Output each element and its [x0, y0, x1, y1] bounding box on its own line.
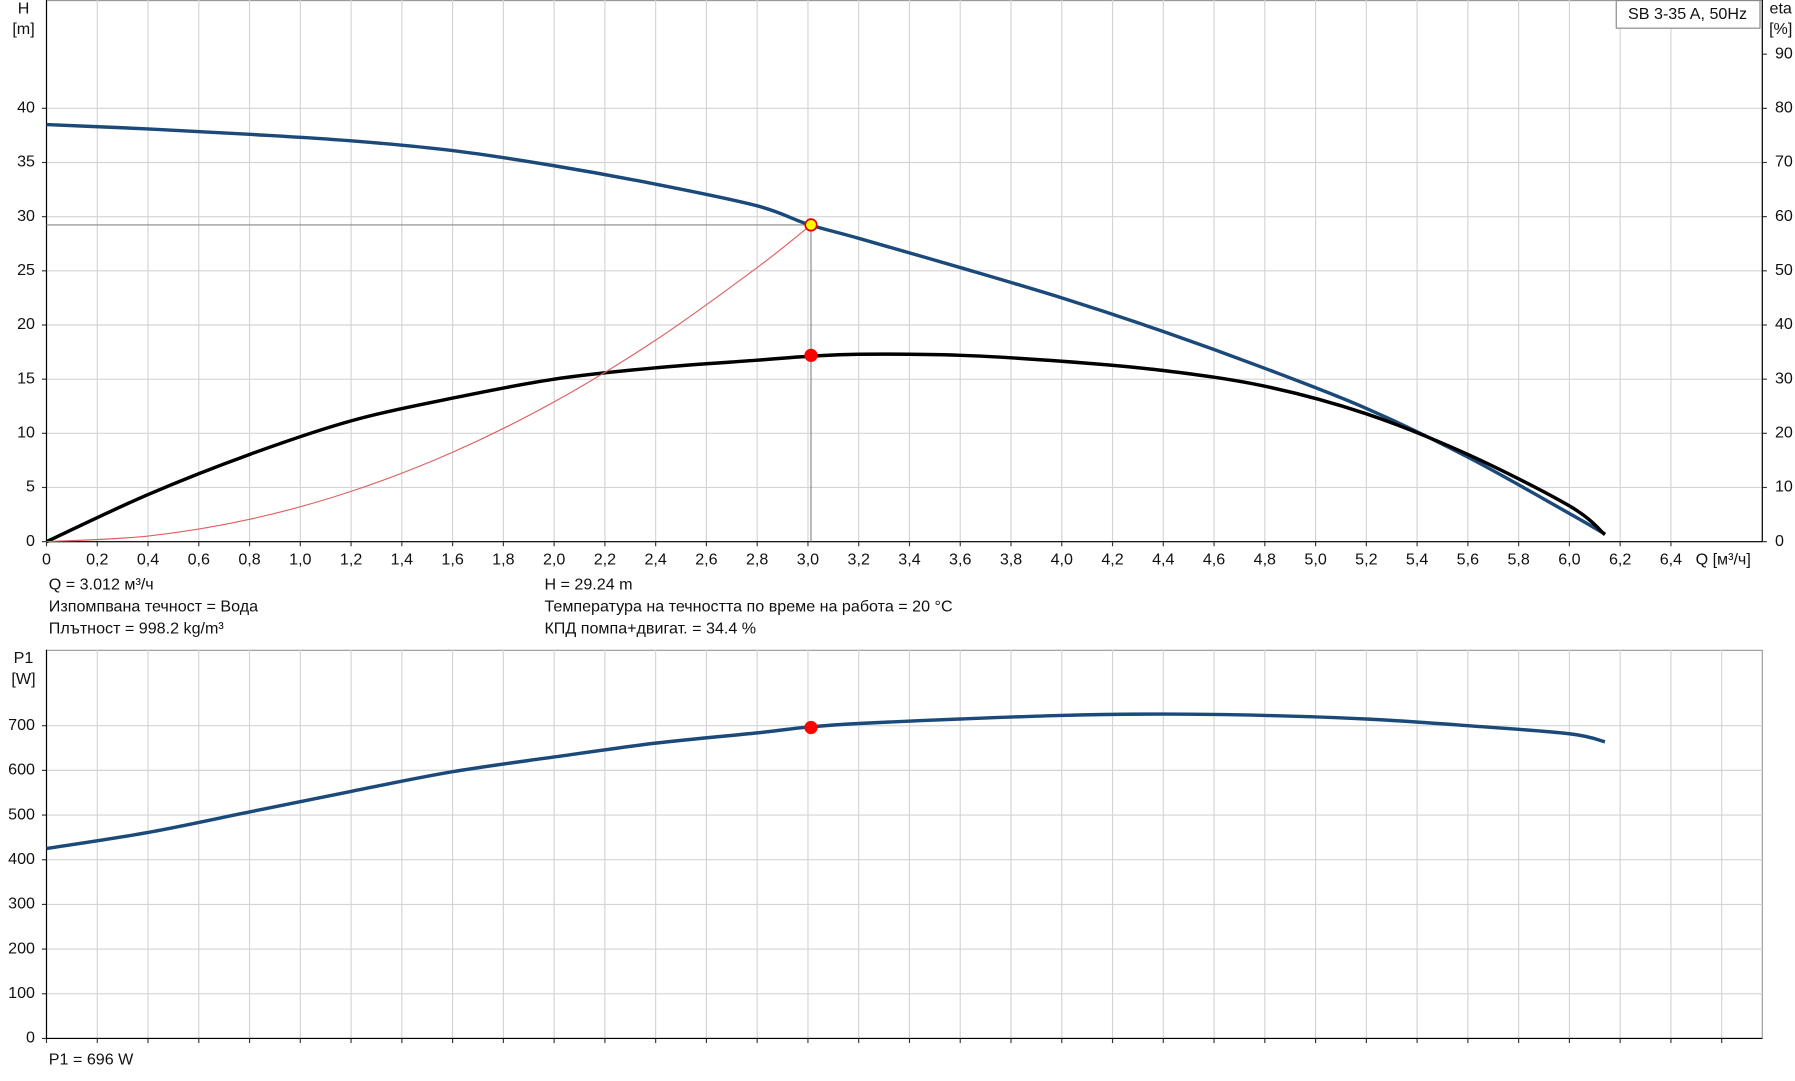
y2-tick-label: 30	[1775, 369, 1793, 387]
operating-point	[804, 348, 818, 362]
y-tick-label: 300	[8, 895, 35, 913]
y-axis-label: H	[18, 0, 30, 17]
x-tick-label: 1,8	[492, 550, 514, 568]
y2-axis-unit: [%]	[1769, 20, 1792, 38]
y2-tick-label: 40	[1775, 315, 1793, 333]
series-line	[46, 122, 1606, 536]
x-tick-label: 3,2	[848, 550, 870, 568]
x-tick-label: 2,8	[746, 550, 768, 568]
x-tick-label: 6,4	[1660, 550, 1682, 568]
annotation: Q = 3.012 м³/ч	[49, 576, 154, 594]
x-tick-label: 3,4	[898, 550, 920, 568]
y-tick-label: 500	[8, 805, 35, 823]
y-tick-label: 100	[8, 984, 35, 1002]
y-tick-label: 700	[8, 716, 35, 734]
x-tick-label: 0,8	[238, 550, 260, 568]
y-tick-label: 20	[17, 315, 35, 333]
x-tick-label: 4,4	[1152, 550, 1174, 568]
y-tick-label: 25	[17, 261, 35, 279]
x-axis-label: Q [м³/ч]	[1696, 550, 1751, 568]
y2-tick-label: 70	[1775, 153, 1793, 171]
x-tick-label: 6,0	[1558, 550, 1580, 568]
x-tick-label: 1,2	[340, 550, 362, 568]
x-tick-label: 2,6	[695, 550, 717, 568]
y-tick-label: 5	[26, 478, 35, 496]
y-tick-label: 600	[8, 761, 35, 779]
y2-tick-label: 80	[1775, 99, 1793, 117]
y-tick-label: 35	[17, 153, 35, 171]
annotation: Плътност = 998.2 kg/m³	[49, 619, 225, 637]
x-tick-label: 3,0	[797, 550, 819, 568]
x-tick-label: 5,8	[1507, 550, 1529, 568]
annotation: P1 = 696 W	[49, 1051, 134, 1069]
y-axis-unit: [m]	[12, 20, 34, 38]
y-tick-label: 40	[17, 99, 35, 117]
y-tick-label: 30	[17, 207, 35, 225]
y-tick-label: 400	[8, 850, 35, 868]
x-tick-label: 4,6	[1203, 550, 1225, 568]
y-tick-label: 200	[8, 939, 35, 957]
y-tick-label: 15	[17, 369, 35, 387]
series-line	[46, 712, 1606, 851]
annotation: Температура на течността по време на раб…	[544, 597, 953, 615]
x-tick-label: 4,8	[1254, 550, 1276, 568]
x-tick-label: 2,4	[644, 550, 666, 568]
y-axis-unit: [W]	[11, 670, 35, 688]
x-tick-label: 5,6	[1457, 550, 1479, 568]
x-tick-label: 4,0	[1051, 550, 1073, 568]
x-tick-label: 4,2	[1101, 550, 1123, 568]
x-tick-label: 5,0	[1304, 550, 1326, 568]
y2-tick-label: 0	[1775, 532, 1784, 550]
plot-area	[45, 649, 1763, 1040]
x-tick-label: 2,0	[543, 550, 565, 568]
x-tick-label: 0,6	[188, 550, 210, 568]
x-tick-label: 1,4	[391, 550, 413, 568]
series-line	[45, 352, 1607, 544]
x-tick-label: 3,6	[949, 550, 971, 568]
y2-tick-label: 20	[1775, 424, 1793, 442]
annotation: H = 29.24 m	[544, 576, 632, 594]
y2-tick-label: 90	[1775, 44, 1793, 62]
x-tick-label: 0,4	[137, 550, 159, 568]
x-tick-label: 3,8	[1000, 550, 1022, 568]
y-axis-label: P1	[14, 649, 34, 667]
x-tick-label: 5,2	[1355, 550, 1377, 568]
operating-point	[804, 720, 818, 735]
annotation: Изпомпвана течност = Вода	[49, 597, 258, 615]
x-tick-label: 5,4	[1406, 550, 1428, 568]
y-tick-label: 0	[26, 1029, 35, 1047]
annotation: КПД помпа+двигат. = 34.4 %	[544, 619, 756, 637]
x-tick-label: 1,6	[441, 550, 463, 568]
y2-tick-label: 50	[1775, 261, 1793, 279]
x-tick-label: 0	[42, 550, 51, 568]
x-tick-label: 0,2	[86, 550, 108, 568]
y-tick-label: 0	[26, 532, 35, 550]
y2-tick-label: 10	[1775, 478, 1793, 496]
operating-point	[804, 218, 818, 232]
y-tick-label: 10	[17, 424, 35, 442]
series-line	[46, 224, 812, 543]
title-box	[1615, 0, 1761, 29]
x-tick-label: 6,2	[1609, 550, 1631, 568]
y2-axis-label: eta	[1770, 0, 1792, 17]
x-tick-label: 1,0	[289, 550, 311, 568]
y2-tick-label: 60	[1775, 207, 1793, 225]
x-tick-label: 2,2	[594, 550, 616, 568]
chart-title: SB 3-35 A, 50Hz	[1628, 5, 1747, 23]
